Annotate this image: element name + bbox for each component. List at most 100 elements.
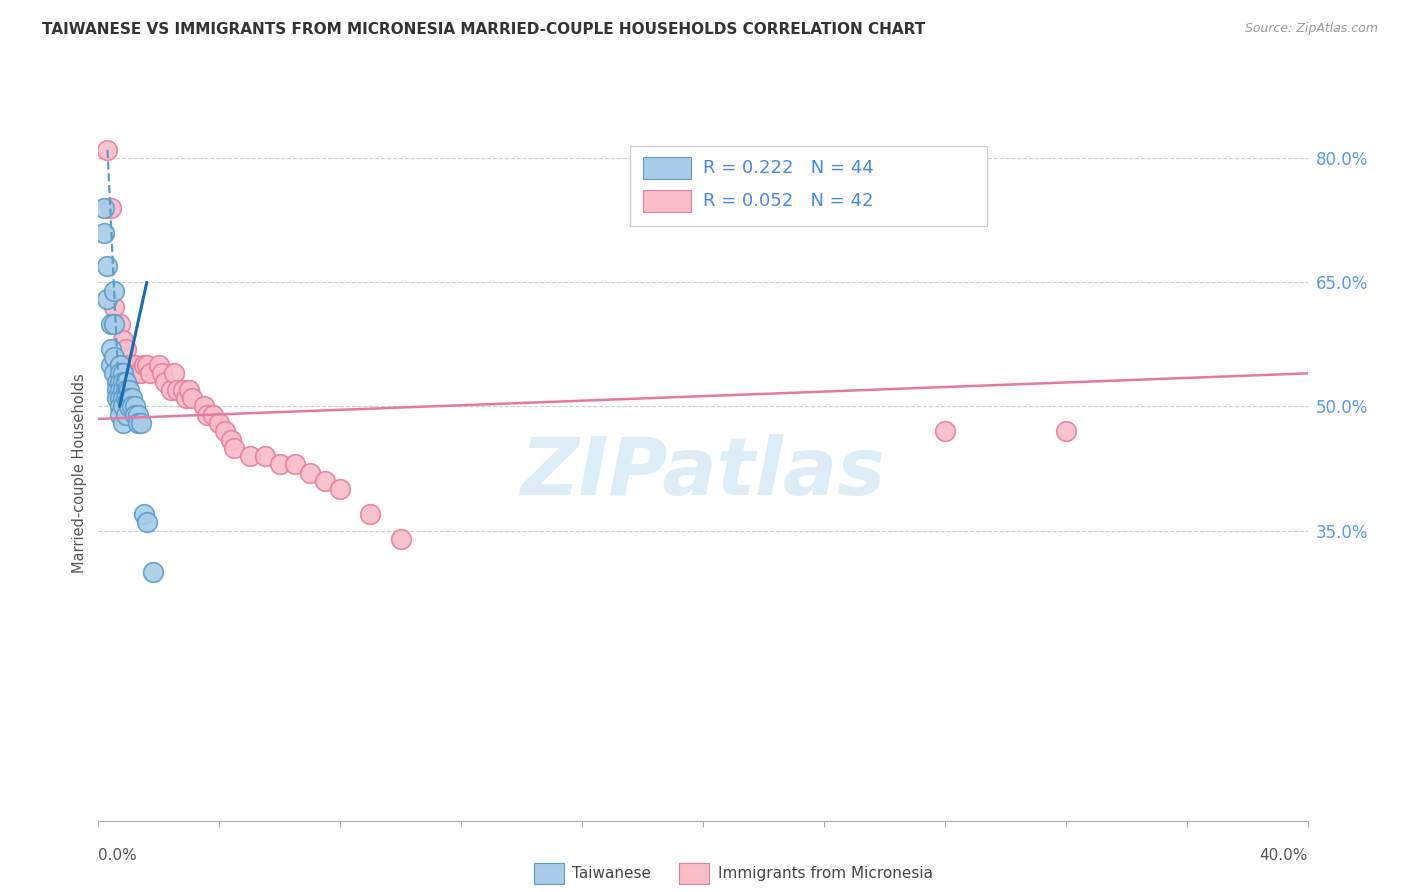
FancyBboxPatch shape [630,145,987,226]
Point [96,143,118,157]
Point [118,400,141,414]
Point [121,367,143,381]
Point [111,367,134,381]
Point [129,367,152,381]
Point [108,317,131,331]
Point [389,532,412,546]
Point [100,317,122,331]
Point [103,300,125,314]
Point [181,391,204,405]
Text: Source: ZipAtlas.com: Source: ZipAtlas.com [1244,22,1378,36]
Point [360,507,382,521]
Bar [643,190,690,212]
Point [111,375,134,389]
Text: Taiwanese: Taiwanese [572,866,651,881]
Point [103,284,125,298]
Point [129,416,152,430]
Bar [534,863,564,884]
Point [139,367,162,381]
Point [124,408,146,422]
Point [121,391,143,405]
Point [96,259,118,273]
Point [153,375,176,389]
Point [314,474,336,488]
Point [193,400,215,414]
Point [163,367,186,381]
Point [100,201,122,215]
Point [150,367,173,381]
Point [284,458,307,472]
Point [111,391,134,405]
Point [329,483,352,497]
Point [118,391,141,405]
Point [148,358,170,372]
Point [135,516,157,530]
Point [108,358,131,372]
Point [103,350,125,364]
Point [103,317,125,331]
Point [108,367,131,381]
Point [111,400,134,414]
Point [114,342,136,356]
Point [93,226,115,240]
Point [221,433,243,447]
Point [118,358,141,372]
Point [111,383,134,397]
Point [103,367,125,381]
Point [114,408,136,422]
Point [118,383,141,397]
Point [108,375,131,389]
Point [269,458,291,472]
Point [108,391,131,405]
Point [93,201,115,215]
Point [105,383,128,397]
Text: 40.0%: 40.0% [1260,848,1308,863]
Point [114,391,136,405]
Point [124,358,146,372]
Text: ZIPatlas: ZIPatlas [520,434,886,512]
Point [299,466,322,480]
Point [132,507,155,521]
Point [179,383,201,397]
Point [96,292,118,306]
Point [111,333,134,347]
Text: R = 0.052   N = 42: R = 0.052 N = 42 [703,192,873,210]
Point [108,400,131,414]
Point [127,367,149,381]
Text: 0.0%: 0.0% [98,848,138,863]
Point [100,342,122,356]
Point [239,449,262,463]
Point [253,449,276,463]
Text: R = 0.222   N = 44: R = 0.222 N = 44 [703,159,873,177]
Text: TAIWANESE VS IMMIGRANTS FROM MICRONESIA MARRIED-COUPLE HOUSEHOLDS CORRELATION CH: TAIWANESE VS IMMIGRANTS FROM MICRONESIA … [42,22,925,37]
Point [121,400,143,414]
Point [195,408,218,422]
Point [172,383,194,397]
Point [100,358,122,372]
Point [934,425,956,439]
Point [135,358,157,372]
Point [114,375,136,389]
Bar [643,157,690,179]
Point [114,383,136,397]
Point [105,391,128,405]
Point [1054,425,1077,439]
Point [111,416,134,430]
Point [108,408,131,422]
Point [124,400,146,414]
Point [174,391,197,405]
Bar [679,863,709,884]
Point [224,441,246,455]
Point [127,408,149,422]
Point [202,408,225,422]
Point [214,425,236,439]
Point [127,416,149,430]
Point [166,383,188,397]
Point [105,375,128,389]
Point [208,416,231,430]
Point [142,565,165,579]
Text: Immigrants from Micronesia: Immigrants from Micronesia [717,866,932,881]
Point [108,383,131,397]
Point [132,358,155,372]
Y-axis label: Married-couple Households: Married-couple Households [72,373,87,573]
